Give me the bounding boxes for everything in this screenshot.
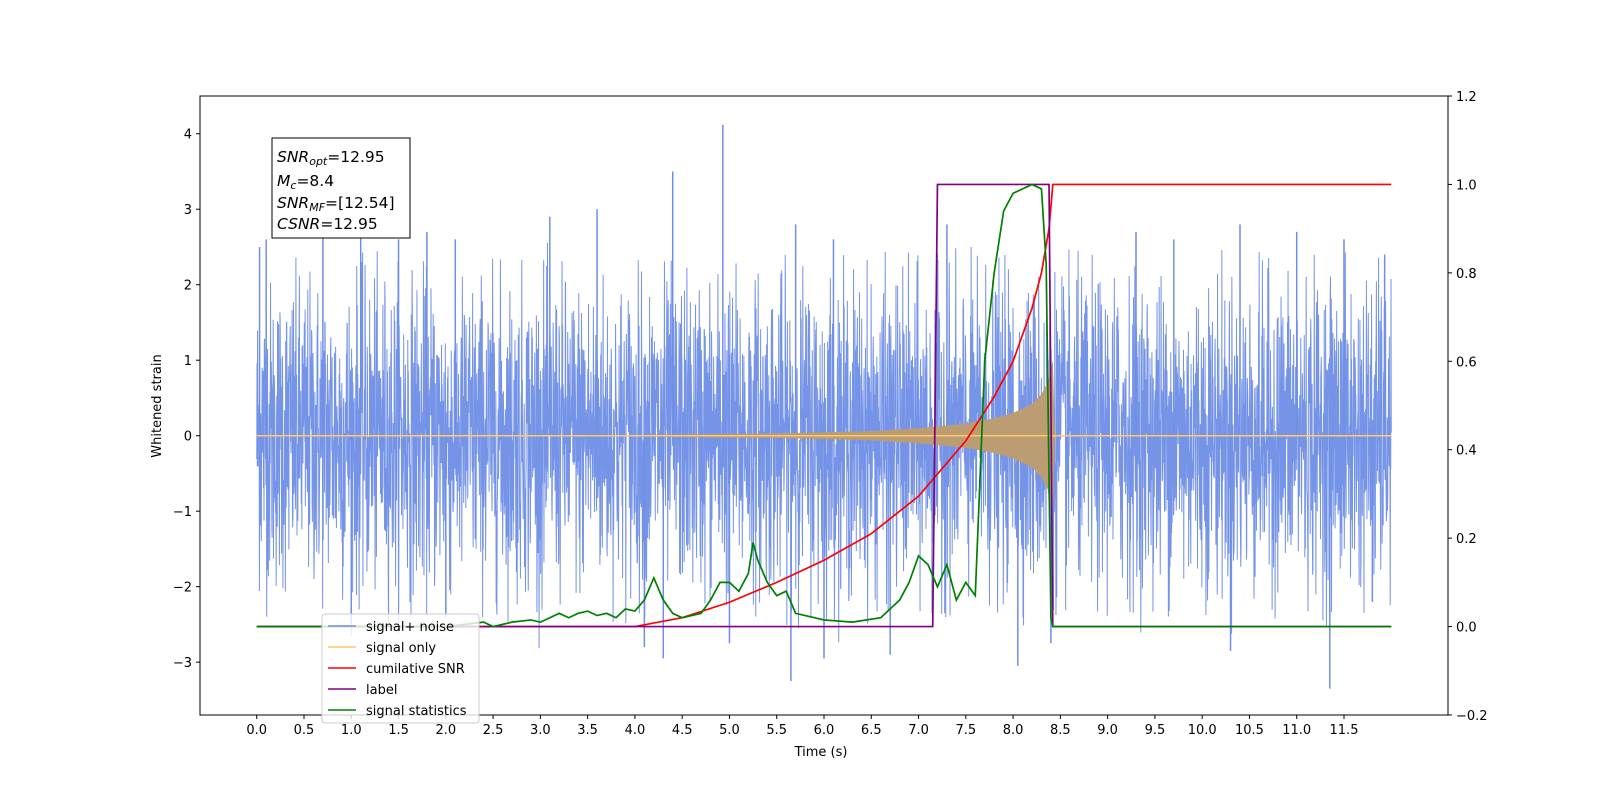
x-tick-label: 7.5 [955, 723, 976, 738]
x-tick-label: 9.0 [1097, 723, 1118, 738]
legend-label-label: label [366, 683, 397, 698]
legend-item-signal-statistics: signal statistics [328, 704, 467, 719]
x-tick-label: 5.0 [719, 723, 740, 738]
y-tick-label: 1 [184, 354, 192, 369]
y-tick-label: 2 [184, 279, 192, 294]
series-signal-statistics-line [256, 183, 1392, 628]
annotation-snr-opt: SNRopt=12.95 [277, 148, 385, 168]
x-tick-label: 0.5 [294, 723, 315, 738]
x-tick-label: 8.0 [1003, 723, 1024, 738]
x-tick-label: 8.5 [1050, 723, 1071, 738]
x-tick-label: 10.5 [1235, 723, 1264, 738]
x-tick-label: 4.5 [672, 723, 693, 738]
x-tick-label: 2.5 [483, 723, 504, 738]
y-axis-title: Whitened strain [150, 354, 165, 457]
x-tick-label: 7.0 [908, 723, 929, 738]
x-tick-label: 11.5 [1330, 723, 1359, 738]
x-tick-label: 2.0 [435, 723, 456, 738]
x-tick-label: 1.0 [341, 723, 362, 738]
legend-item-label: label [328, 683, 397, 698]
y2-tick-label: 0.0 [1456, 621, 1477, 636]
y2-tick-label: 0.6 [1456, 355, 1477, 370]
x-tick-label: 3.5 [577, 723, 598, 738]
x-tick-label: 11.0 [1282, 723, 1311, 738]
y2-tick-label: 1.0 [1456, 178, 1477, 193]
y-tick-label: −2 [173, 581, 192, 596]
annotation-snr-mf: SNRMF=[12.54] [277, 194, 395, 214]
legend-label-signal-statistics: signal statistics [366, 704, 467, 719]
y2-tick-label: 0.4 [1456, 444, 1477, 459]
annotation-csnr: CSNR=12.95 [277, 215, 378, 233]
y2-tick-label: 0.8 [1456, 267, 1477, 282]
legend-item-signal-noise: signal+ noise [328, 620, 454, 635]
x-tick-label: 6.5 [861, 723, 882, 738]
y-tick-label: −1 [173, 505, 192, 520]
annotation-mc: Mc=8.4 [277, 172, 334, 192]
legend-label-cumilative-snr: cumilative SNR [366, 662, 465, 677]
series-cumilative-snr-line [256, 183, 1392, 628]
plot-area [256, 124, 1392, 689]
y-tick-label: 0 [184, 430, 192, 445]
x-tick-label: 4.0 [625, 723, 646, 738]
ticks: 0.0 0.5 1.0 1.5 2.0 2.5 3.0 3.5 4.0 4.5 5.0 5.5 6.0 6… [173, 90, 1488, 738]
legend-label-signal-noise: signal+ noise [366, 620, 454, 635]
x-tick-label: 0.0 [246, 723, 267, 738]
legend-item-signal-only: signal only [328, 641, 436, 656]
x-tick-label: 6.0 [814, 723, 835, 738]
legend-label-signal-only: signal only [366, 641, 436, 656]
x-tick-label: 1.5 [388, 723, 409, 738]
y2-tick-label: −0.2 [1456, 709, 1488, 724]
y2-tick-label: 0.2 [1456, 532, 1477, 547]
x-tick-label: 3.0 [530, 723, 551, 738]
annotation-box: SNRopt=12.95 Mc=8.4 SNRMF=[12.54] CSNR=1… [271, 137, 411, 239]
x-tick-label: 5.5 [766, 723, 787, 738]
y-tick-label: 3 [184, 203, 192, 218]
x-tick-label: 9.5 [1145, 723, 1166, 738]
legend: signal+ noise signal only cumilative SNR… [321, 613, 480, 724]
y-tick-label: 4 [184, 128, 192, 143]
legend-item-cumilative-snr: cumilative SNR [328, 662, 465, 677]
x-tick-label: 10.0 [1188, 723, 1217, 738]
x-axis-title: Time (s) [794, 745, 848, 760]
y2-tick-label: 1.2 [1456, 90, 1477, 105]
y-tick-label: −3 [173, 656, 192, 671]
